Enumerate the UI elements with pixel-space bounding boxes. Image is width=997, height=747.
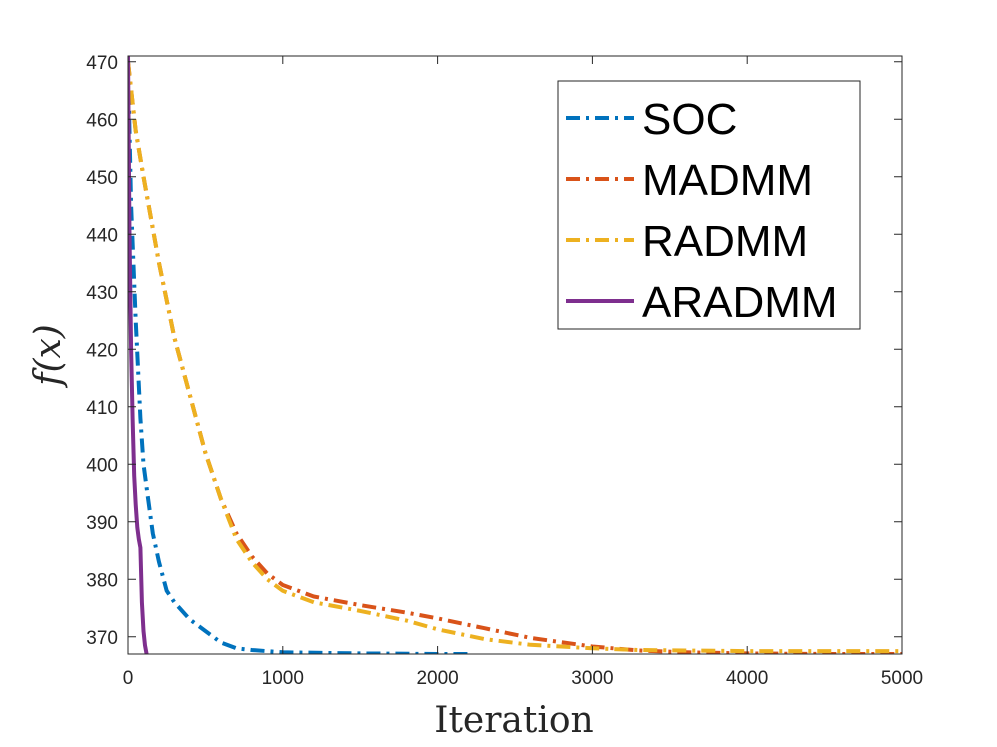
x-tick-label: 3000	[571, 668, 613, 689]
y-tick-label: 370	[86, 628, 118, 649]
y-tick-label: 400	[86, 455, 118, 476]
axes	[127, 55, 903, 655]
legend: SOC MADMM RADMM ARADMM	[557, 80, 861, 330]
x-tick-label: 2000	[416, 668, 458, 689]
legend-label-aradmm: ARADMM	[642, 278, 838, 327]
y-axis-title: f(x)	[28, 324, 69, 389]
y-tick-label: 430	[86, 283, 118, 304]
legend-label-soc: SOC	[642, 95, 737, 144]
legend-box	[557, 80, 861, 330]
legend-label-madmm: MADMM	[642, 156, 813, 205]
x-tick-label: 4000	[726, 668, 768, 689]
y-tick-label: 440	[86, 225, 118, 246]
x-tick-label: 1000	[262, 668, 304, 689]
axes-box	[127, 55, 903, 655]
y-tick-label: 410	[86, 398, 118, 419]
tick-labels: 0 1000 2000 3000 4000 5000 370 380 390 400 410 420 4…	[86, 53, 923, 689]
x-tick-label: 0	[123, 668, 134, 689]
series-line-radmm	[128, 61, 902, 654]
y-tick-label: 470	[86, 53, 118, 74]
x-axis-title: Iteration	[434, 700, 594, 741]
y-tick-label: 420	[86, 340, 118, 361]
y-tick-label: 460	[86, 110, 118, 131]
y-tick-label: 450	[86, 168, 118, 189]
legend-label-radmm: RADMM	[642, 217, 808, 266]
y-tick-label: 380	[86, 570, 118, 591]
x-tick-label: 5000	[881, 668, 923, 689]
y-tick-label: 390	[86, 513, 118, 534]
